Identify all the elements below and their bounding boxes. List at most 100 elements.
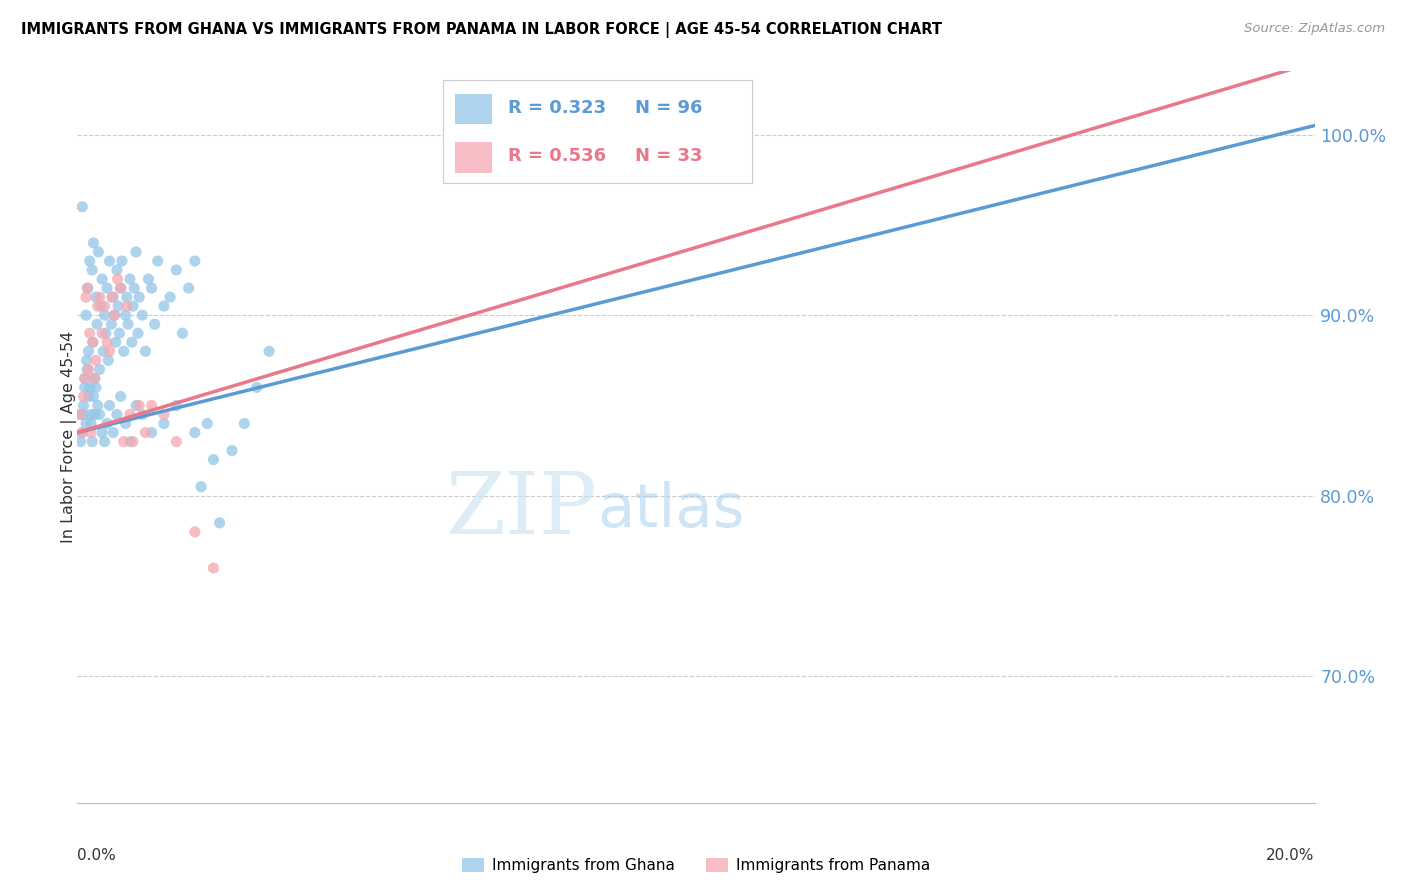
Point [77, 344, 100, 359]
Point [72, 389, 94, 403]
Point [104, 335, 127, 350]
Legend: Immigrants from Ghana, Immigrants from Panama: Immigrants from Ghana, Immigrants from P… [456, 852, 936, 880]
Point [184, 254, 207, 268]
Point [75, 290, 97, 304]
Point [122, 434, 145, 449]
Text: IMMIGRANTS FROM GHANA VS IMMIGRANTS FROM PANAMA IN LABOR FORCE | AGE 45-54 CORRE: IMMIGRANTS FROM GHANA VS IMMIGRANTS FROM… [21, 22, 942, 38]
Point [91, 272, 114, 286]
Point [114, 417, 136, 431]
Point [82, 434, 104, 449]
Point [93, 434, 115, 449]
Point [98, 399, 121, 413]
Point [110, 281, 132, 295]
Point [93, 308, 115, 322]
Text: 20.0%: 20.0% [1267, 848, 1315, 863]
Point [110, 389, 132, 403]
Point [202, 561, 225, 575]
Point [103, 308, 125, 322]
Point [131, 408, 153, 422]
Point [83, 408, 105, 422]
Text: atlas: atlas [598, 481, 745, 540]
Point [112, 344, 135, 359]
Point [107, 272, 129, 286]
Point [69, 408, 91, 422]
Point [103, 308, 125, 322]
Point [101, 290, 124, 304]
Point [165, 399, 187, 413]
Point [72, 425, 94, 440]
Point [84, 353, 107, 368]
Point [105, 263, 128, 277]
Point [87, 299, 110, 313]
Point [98, 344, 121, 359]
Text: N = 96: N = 96 [634, 99, 702, 117]
Bar [456, 94, 492, 124]
Point [105, 408, 128, 422]
Point [80, 425, 103, 440]
Text: ZIP: ZIP [446, 468, 598, 552]
Point [190, 480, 212, 494]
Point [141, 399, 163, 413]
Point [73, 371, 96, 385]
Point [115, 290, 138, 304]
Point [118, 272, 141, 286]
Point [83, 371, 105, 385]
Point [112, 434, 135, 449]
Point [141, 425, 163, 440]
Point [120, 434, 142, 449]
Point [257, 344, 280, 359]
Point [146, 254, 169, 268]
Point [79, 254, 101, 268]
Point [76, 281, 98, 295]
Point [84, 290, 107, 304]
Point [111, 254, 134, 268]
Point [114, 308, 136, 322]
Point [118, 408, 141, 422]
Point [72, 200, 94, 214]
Point [69, 434, 91, 449]
Point [131, 308, 153, 322]
Point [76, 281, 98, 295]
Point [172, 326, 194, 341]
Point [134, 344, 156, 359]
Point [125, 399, 148, 413]
Text: 0.0%: 0.0% [77, 848, 117, 863]
Point [84, 380, 107, 394]
Point [143, 317, 166, 331]
Point [128, 399, 150, 413]
Point [108, 326, 131, 341]
Point [103, 290, 125, 304]
Point [82, 235, 104, 250]
Point [195, 417, 218, 431]
Point [153, 408, 176, 422]
Point [89, 362, 111, 376]
Point [184, 425, 207, 440]
Point [77, 362, 100, 376]
Point [73, 371, 96, 385]
Point [91, 344, 114, 359]
Point [121, 335, 143, 350]
Point [98, 254, 121, 268]
Point [122, 299, 145, 313]
Point [125, 244, 148, 259]
Point [96, 335, 118, 350]
Point [100, 317, 122, 331]
Point [79, 380, 101, 394]
Point [141, 281, 163, 295]
Point [89, 290, 111, 304]
Point [138, 272, 160, 286]
Point [165, 434, 187, 449]
Point [184, 524, 207, 539]
Point [107, 299, 129, 313]
Point [75, 308, 97, 322]
Point [82, 389, 104, 403]
Point [134, 425, 156, 440]
Point [96, 417, 118, 431]
Point [94, 326, 117, 341]
Point [208, 516, 231, 530]
Point [93, 299, 115, 313]
Point [77, 389, 100, 403]
Point [69, 408, 91, 422]
Point [91, 425, 114, 440]
Point [73, 380, 96, 394]
